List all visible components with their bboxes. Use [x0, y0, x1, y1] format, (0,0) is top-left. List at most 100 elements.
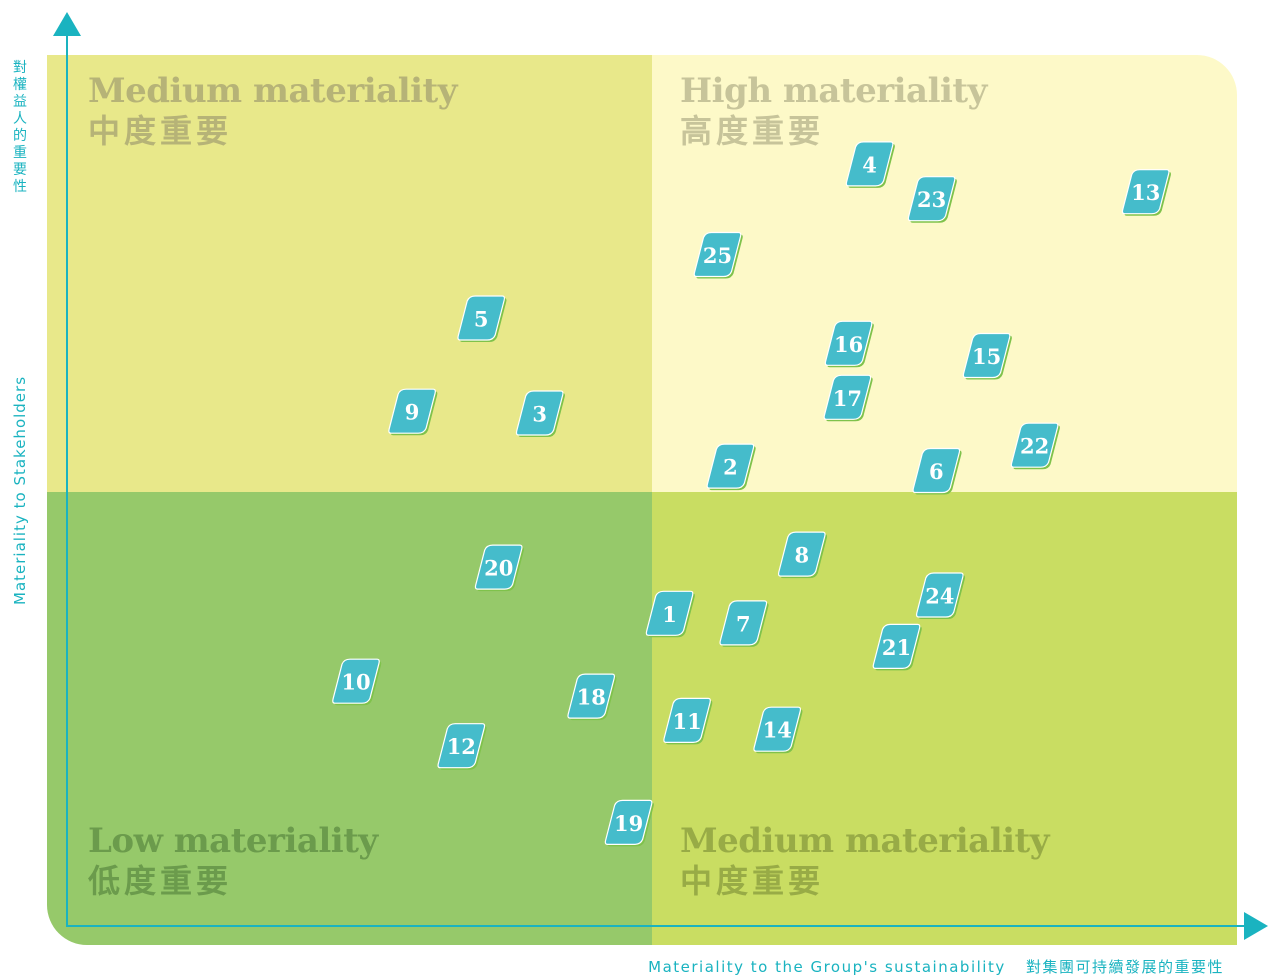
data-point-label: 22 [1020, 434, 1049, 459]
data-point-18: 18 [567, 673, 617, 721]
data-point-label: 19 [614, 811, 643, 836]
data-point-5: 5 [457, 295, 507, 342]
marker-shape [845, 141, 894, 187]
quadrant-label-zh: 中度重要 [680, 862, 825, 901]
data-point-20: 20 [474, 544, 524, 592]
data-point-label: 3 [532, 402, 547, 427]
y-axis-label: 對權益人的重要性 Materiality to Stakeholders [8, 60, 32, 605]
data-point-23: 23 [907, 176, 957, 223]
x-axis-label-zh: 對集團可持續發展的重要性 [1025, 958, 1224, 976]
marker-shape [753, 706, 802, 752]
data-point-label: 14 [763, 718, 792, 743]
chart-plot-area [47, 55, 1237, 945]
data-point-label: 20 [484, 556, 513, 581]
data-point-8: 8 [777, 531, 828, 579]
data-point-22: 22 [1010, 422, 1060, 470]
quadrant-label-top-left: Medium materiality 中度重要 [88, 71, 457, 151]
data-point-25: 25 [693, 231, 743, 279]
marker-shape [1010, 422, 1059, 468]
data-point-15: 15 [962, 332, 1012, 380]
data-point-label: 4 [862, 152, 877, 177]
marker-shape [872, 623, 921, 670]
marker-shape [457, 295, 506, 341]
quadrant-label-en: Medium materiality [680, 821, 1049, 861]
quadrant-label-zh: 高度重要 [680, 112, 825, 151]
marker-shape [567, 673, 616, 719]
data-point-1: 1 [645, 590, 695, 638]
marker-shape [332, 658, 380, 704]
data-point-13: 13 [1121, 169, 1171, 216]
y-axis-label-zh: 對權益人的重要性 [13, 60, 27, 195]
data-point-label: 2 [723, 455, 738, 480]
quadrant-bottom-left [47, 492, 652, 945]
marker-shape [823, 374, 872, 420]
data-point-label: 21 [882, 635, 911, 660]
quadrant-label-en: Low materiality [88, 821, 378, 861]
y-axis-label-en: Materiality to Stakeholders [11, 375, 29, 605]
data-point-17: 17 [823, 374, 873, 422]
data-point-label: 23 [917, 187, 946, 212]
marker-shape [706, 443, 755, 489]
data-point-label: 9 [405, 400, 420, 425]
data-point-21: 21 [872, 623, 922, 671]
data-point-11: 11 [663, 697, 713, 745]
data-point-label: 17 [833, 386, 862, 411]
data-point-4: 4 [845, 141, 895, 188]
data-point-7: 7 [719, 600, 769, 647]
marker-shape [388, 388, 436, 434]
marker-shape [663, 697, 711, 744]
data-point-6: 6 [912, 447, 962, 495]
data-markers: 1234567891011121314151617181920212223242… [332, 141, 1171, 847]
data-point-label: 10 [341, 670, 370, 695]
x-axis-label-en: Materiality to the Group's sustainabilit… [648, 958, 1006, 976]
quadrant-bottom-right [652, 492, 1237, 945]
quadrant-label-bottom-right: Medium materiality 中度重要 [680, 821, 1049, 901]
data-point-label: 8 [794, 543, 809, 568]
data-point-24: 24 [915, 572, 966, 619]
quadrant-label-top-right: High materiality 高度重要 [680, 71, 987, 151]
marker-shape [907, 176, 956, 222]
data-point-2: 2 [706, 443, 756, 491]
marker-shape [604, 799, 653, 846]
data-point-label: 24 [925, 584, 954, 609]
data-point-9: 9 [388, 388, 438, 436]
data-point-19: 19 [604, 799, 654, 847]
data-point-label: 1 [662, 602, 677, 627]
marker-shape [693, 231, 742, 278]
quadrant-label-zh: 低度重要 [88, 862, 233, 901]
marker-shape [719, 600, 768, 646]
x-axis-label: Materiality to the Group's sustainabilit… [648, 956, 1224, 977]
marker-shape [515, 390, 564, 436]
data-point-label: 7 [736, 611, 751, 636]
data-point-label: 6 [929, 459, 944, 484]
data-point-14: 14 [753, 706, 803, 754]
quadrant-label-en: High materiality [680, 71, 987, 111]
data-point-16: 16 [824, 320, 874, 368]
data-point-label: 5 [474, 307, 489, 332]
marker-shape [437, 723, 486, 769]
quadrant-top-right [652, 55, 1237, 492]
marker-shape [474, 544, 523, 590]
axes [53, 12, 1268, 940]
x-axis-arrow-icon [1244, 912, 1268, 940]
marker-shape [962, 332, 1011, 379]
marker-shape [824, 320, 873, 366]
marker-shape [912, 447, 961, 494]
y-axis-arrow-icon [53, 12, 81, 36]
marker-shape [777, 531, 826, 577]
marker-shape [645, 590, 694, 636]
quadrant-label-bottom-left: Low materiality 低度重要 [88, 821, 378, 901]
quadrant-label-en: Medium materiality [88, 71, 457, 111]
data-point-label: 15 [972, 344, 1001, 369]
quadrant-label-zh: 中度重要 [88, 112, 233, 151]
data-point-label: 16 [834, 332, 863, 357]
data-point-12: 12 [437, 723, 487, 770]
marker-shape [915, 572, 964, 618]
data-point-label: 18 [577, 685, 606, 710]
marker-shape [1121, 169, 1170, 215]
data-point-3: 3 [515, 390, 565, 437]
data-point-label: 11 [672, 709, 701, 734]
data-point-label: 12 [447, 734, 476, 759]
data-point-label: 25 [703, 243, 732, 268]
